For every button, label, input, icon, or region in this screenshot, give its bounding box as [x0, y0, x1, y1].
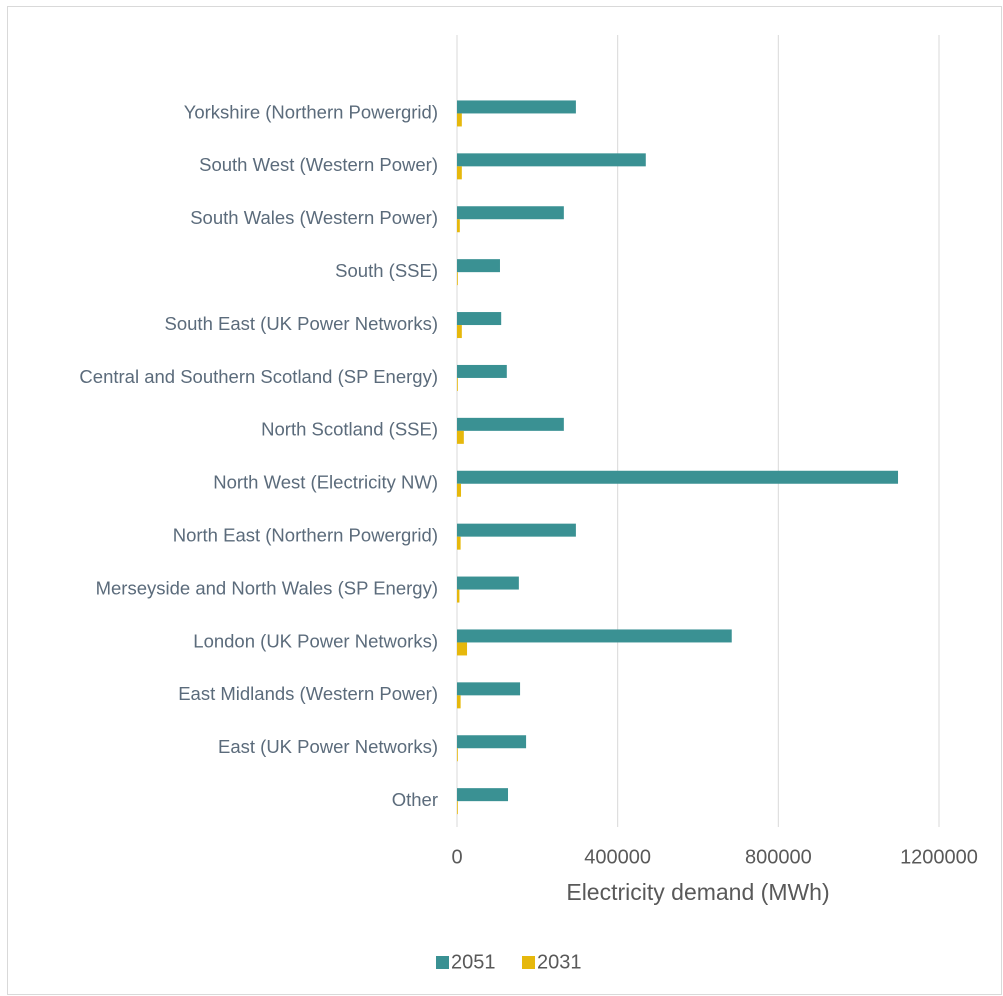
legend-swatch [522, 956, 535, 969]
bar [457, 695, 461, 709]
chart-border [7, 6, 1002, 995]
bar [457, 272, 458, 286]
bar [457, 259, 500, 273]
bar [457, 788, 509, 802]
bar [457, 682, 521, 696]
y-tick-label: North Scotland (SSE) [261, 419, 438, 440]
y-tick-label: Yorkshire (Northern Powergrid) [184, 101, 438, 122]
y-tick-label: South (SSE) [335, 260, 438, 281]
bar [457, 312, 502, 326]
bar [457, 100, 576, 114]
y-tick-label: East (UK Power Networks) [218, 736, 438, 757]
bar [457, 364, 507, 378]
bar [457, 206, 564, 220]
bar [457, 589, 460, 603]
bar [457, 748, 458, 762]
x-axis-title: Electricity demand (MWh) [566, 879, 829, 905]
bar [457, 113, 462, 127]
bar [457, 377, 458, 391]
bar [457, 735, 527, 749]
bar [457, 523, 576, 537]
y-tick-label: Central and Southern Scotland (SP Energy… [79, 366, 438, 387]
legend-label: 2031 [537, 951, 582, 973]
bar [457, 325, 462, 339]
x-tick-label: 0 [451, 846, 462, 868]
bar [457, 483, 462, 497]
bar [457, 470, 899, 484]
y-tick-label: East Midlands (Western Power) [178, 683, 438, 704]
bar [457, 166, 462, 180]
y-tick-label: North East (Northern Powergrid) [173, 525, 438, 546]
bar [457, 417, 564, 431]
bar [457, 430, 464, 444]
y-tick-label: Merseyside and North Wales (SP Energy) [96, 577, 438, 598]
bar [457, 629, 732, 643]
y-tick-label: North West (Electricity NW) [213, 472, 438, 493]
bar [457, 219, 460, 233]
bar [457, 801, 458, 815]
legend-swatch [436, 956, 449, 969]
bar [457, 642, 468, 656]
bar [457, 536, 461, 550]
x-tick-label: 800000 [745, 846, 812, 868]
x-tick-label: 1200000 [900, 846, 978, 868]
bar [457, 153, 646, 167]
legend-label: 2051 [451, 951, 496, 973]
y-tick-label: London (UK Power Networks) [193, 630, 438, 651]
y-tick-label: South Wales (Western Power) [190, 207, 438, 228]
y-tick-label: South West (Western Power) [199, 154, 438, 175]
x-tick-label: 400000 [584, 846, 651, 868]
y-tick-label: Other [392, 789, 438, 810]
y-tick-label: South East (UK Power Networks) [165, 313, 438, 334]
bar [457, 576, 519, 590]
